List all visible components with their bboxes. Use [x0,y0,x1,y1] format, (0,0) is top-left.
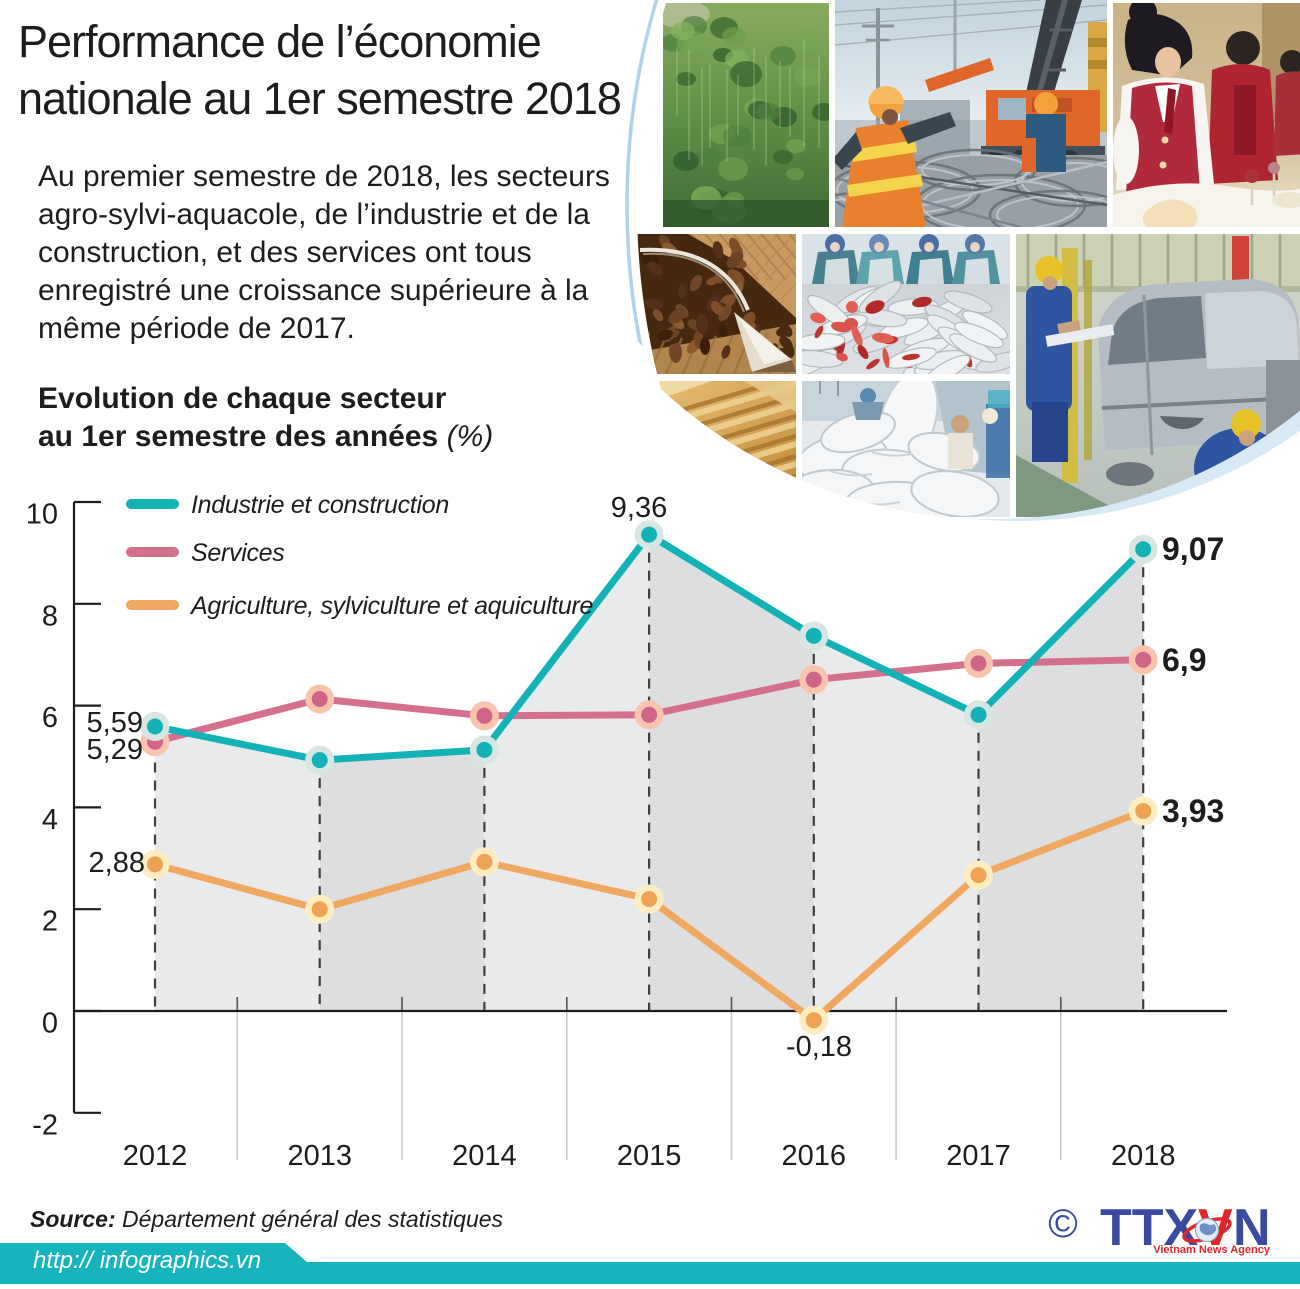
svg-text:-2: -2 [32,1109,58,1141]
svg-text:2012: 2012 [123,1140,188,1172]
svg-text:2014: 2014 [452,1140,517,1172]
svg-text:Au premier semestre de 2018, l: Au premier semestre de 2018, les secteur… [38,160,610,193]
svg-text:Agriculture, sylviculture et a: Agriculture, sylviculture et aquiculture [189,592,593,620]
svg-text:6: 6 [42,702,58,734]
svg-text:5,29: 5,29 [87,734,143,766]
svg-text:agro-sylvi-aquacole, de l’indu: agro-sylvi-aquacole, de l’industrie et d… [38,198,590,231]
svg-text:0: 0 [42,1008,58,1040]
svg-text:9,07: 9,07 [1162,531,1224,567]
svg-text:9,36: 9,36 [611,492,667,524]
svg-text:construction, et des services: construction, et des services ont tous [38,236,532,269]
svg-text:10: 10 [26,499,58,531]
svg-text:4: 4 [42,804,58,836]
svg-text:enregistré une croissance supé: enregistré une croissance supérieure à l… [38,274,589,307]
svg-text:2: 2 [42,906,58,938]
svg-text:3,93: 3,93 [1162,793,1224,829]
svg-text:Services: Services [191,539,284,567]
svg-text:Source: Département général de: Source: Département général des statisti… [30,1206,504,1232]
svg-text:Industrie et construction: Industrie et construction [191,491,449,519]
svg-text:Vietnam News Agency: Vietnam News Agency [1153,1244,1271,1256]
svg-text:N: N [1233,1199,1271,1257]
svg-text:TTX: TTX [1100,1199,1199,1257]
svg-text:2016: 2016 [782,1140,847,1172]
svg-text:5,59: 5,59 [87,707,143,739]
svg-text:nationale au 1er semestre 2018: nationale au 1er semestre 2018 [18,73,621,124]
svg-text:2018: 2018 [1111,1140,1176,1172]
svg-text:Performance de l’économie: Performance de l’économie [18,16,541,67]
svg-text:au 1er semestre des années (%): au 1er semestre des années (%) [38,420,493,453]
svg-text:Evolution de chaque secteur: Evolution de chaque secteur [38,382,447,415]
svg-text:2013: 2013 [287,1140,352,1172]
svg-text:2,88: 2,88 [89,847,145,879]
svg-text:2015: 2015 [617,1140,682,1172]
svg-text:même période de 2017.: même période de 2017. [38,312,355,345]
svg-text:6,9: 6,9 [1162,642,1206,678]
svg-text:http:// infographics.vn: http:// infographics.vn [33,1247,261,1274]
svg-text:8: 8 [42,600,58,632]
svg-text:©: © [1048,1202,1077,1246]
svg-text:-0,18: -0,18 [786,1031,852,1063]
svg-text:2017: 2017 [946,1140,1011,1172]
